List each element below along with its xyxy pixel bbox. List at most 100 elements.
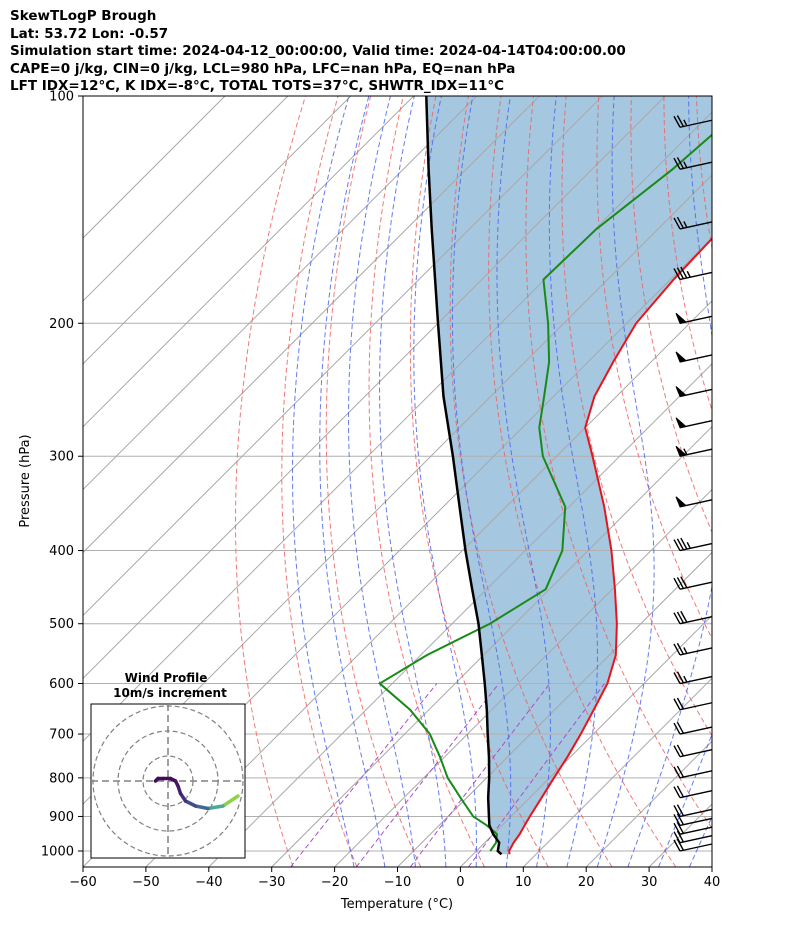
x-tick-label: 30: [641, 875, 658, 890]
moist-adiabat: [548, 96, 598, 867]
moist-adiabat: [627, 96, 712, 867]
moist-adiabat: [658, 732, 712, 867]
wind-barb: [673, 537, 713, 552]
isotherm-line: [145, 300, 712, 867]
isotherm-line: [460, 614, 712, 867]
moist-adiabat: [496, 96, 551, 867]
wind-barb: [673, 642, 713, 656]
mixing-ratio-line: [355, 683, 500, 867]
dry-adiabat: [488, 96, 677, 867]
cin-shading: [426, 96, 712, 855]
wind-barb: [675, 386, 713, 398]
y-tick-label: 1000: [41, 845, 74, 860]
isotherm-line: [83, 96, 226, 239]
wind-barb: [673, 671, 713, 685]
isotherm-line: [397, 551, 712, 867]
dry-adiabat: [561, 96, 712, 737]
isotherm-line: [775, 96, 794, 867]
wind-barb: [675, 351, 713, 363]
isotherm-line: [711, 866, 712, 867]
moist-adiabat: [292, 96, 355, 867]
hodograph-segment: [153, 776, 160, 783]
dry-adiabat: [235, 96, 306, 867]
wind-barb: [673, 216, 713, 230]
isotherm-line: [522, 677, 712, 867]
x-tick-label: 20: [578, 875, 595, 890]
dry-adiabat: [596, 96, 712, 640]
y-tick-label: 100: [49, 90, 74, 105]
dry-adiabat: [449, 96, 613, 867]
isotherm-line: [83, 96, 352, 365]
chart-title: SkewTLogP Brough: [10, 8, 157, 24]
wind-barb: [673, 830, 713, 844]
dry-adiabat: [409, 96, 549, 867]
wind-barb: [675, 312, 713, 324]
y-tick-label: 900: [49, 810, 74, 825]
isotherm-line: [271, 425, 712, 867]
x-tick-label: −30: [258, 875, 285, 890]
x-axis-label: Temperature (°C): [340, 897, 453, 912]
x-tick-label: −40: [195, 875, 222, 890]
x-tick-label: 0: [456, 875, 464, 890]
wind-barb: [673, 610, 713, 625]
moist-adiabat: [451, 96, 512, 867]
hodograph-segment: [221, 794, 240, 808]
wind-barb: [673, 157, 713, 170]
wind-barb: [673, 266, 713, 281]
y-tick-label: 400: [49, 544, 74, 559]
isotherm-line: [83, 96, 666, 680]
chart-header: SkewTLogP Brough Lat: 53.72 Lon: -0.57 S…: [10, 8, 626, 96]
time-line: Simulation start time: 2024-04-12_00:00:…: [10, 43, 626, 60]
y-axis-label: Pressure (hPa): [18, 434, 33, 527]
y-tick-label: 300: [49, 450, 74, 465]
wind-barb: [675, 496, 713, 508]
wind-barb: [673, 721, 713, 735]
dry-adiabat: [525, 96, 712, 830]
hodograph-segment: [206, 804, 225, 811]
dewpoint-line: [378, 133, 712, 852]
moist-adiabat: [319, 96, 386, 867]
isotherm-line: [83, 111, 712, 742]
moist-adiabat: [413, 96, 477, 867]
wind-barb: [673, 822, 713, 835]
wind-barb: [673, 744, 713, 758]
wind-barb: [673, 804, 713, 818]
wind-barb: [675, 417, 713, 429]
wind-barb: [673, 115, 713, 128]
x-tick-label: −60: [69, 875, 96, 890]
moist-adiabat: [379, 96, 447, 867]
isotherm-line: [83, 96, 415, 428]
temperature-line: [508, 237, 712, 855]
y-tick-label: 800: [49, 771, 74, 786]
mixing-ratio-line: [468, 683, 605, 867]
wind-barb: [675, 445, 713, 457]
hodograph-segment: [193, 804, 210, 811]
location-line: Lat: 53.72 Lon: -0.57: [10, 25, 169, 42]
wind-barb: [673, 697, 713, 711]
dry-adiabat: [281, 96, 358, 867]
isotherm-line: [83, 96, 289, 302]
x-tick-label: −20: [321, 875, 348, 890]
wind-barb: [673, 576, 713, 590]
wind-barb: [673, 813, 713, 827]
dry-adiabat: [762, 96, 794, 867]
dry-adiabat: [325, 96, 422, 867]
hodograph-subtitle: 10m/s increment: [113, 686, 227, 700]
wind-barb: [673, 785, 713, 799]
moist-adiabat: [348, 96, 416, 867]
y-tick-label: 200: [49, 317, 74, 332]
index-line: LFT IDX=12°C, K IDX=-8°C, TOTAL TOTS=37°…: [10, 78, 505, 95]
isotherm-line: [83, 96, 540, 554]
x-tick-label: 40: [704, 875, 721, 890]
dry-adiabat: [663, 96, 712, 412]
y-tick-label: 600: [49, 677, 74, 692]
dry-adiabat: [368, 96, 485, 867]
y-tick-label: 700: [49, 728, 74, 743]
x-tick-label: 10: [515, 875, 532, 890]
isotherm-line: [208, 363, 712, 867]
isotherm-line: [334, 488, 712, 867]
x-tick-label: −50: [132, 875, 159, 890]
dry-adiabat: [729, 96, 794, 867]
mixing-ratio-line: [409, 683, 551, 867]
